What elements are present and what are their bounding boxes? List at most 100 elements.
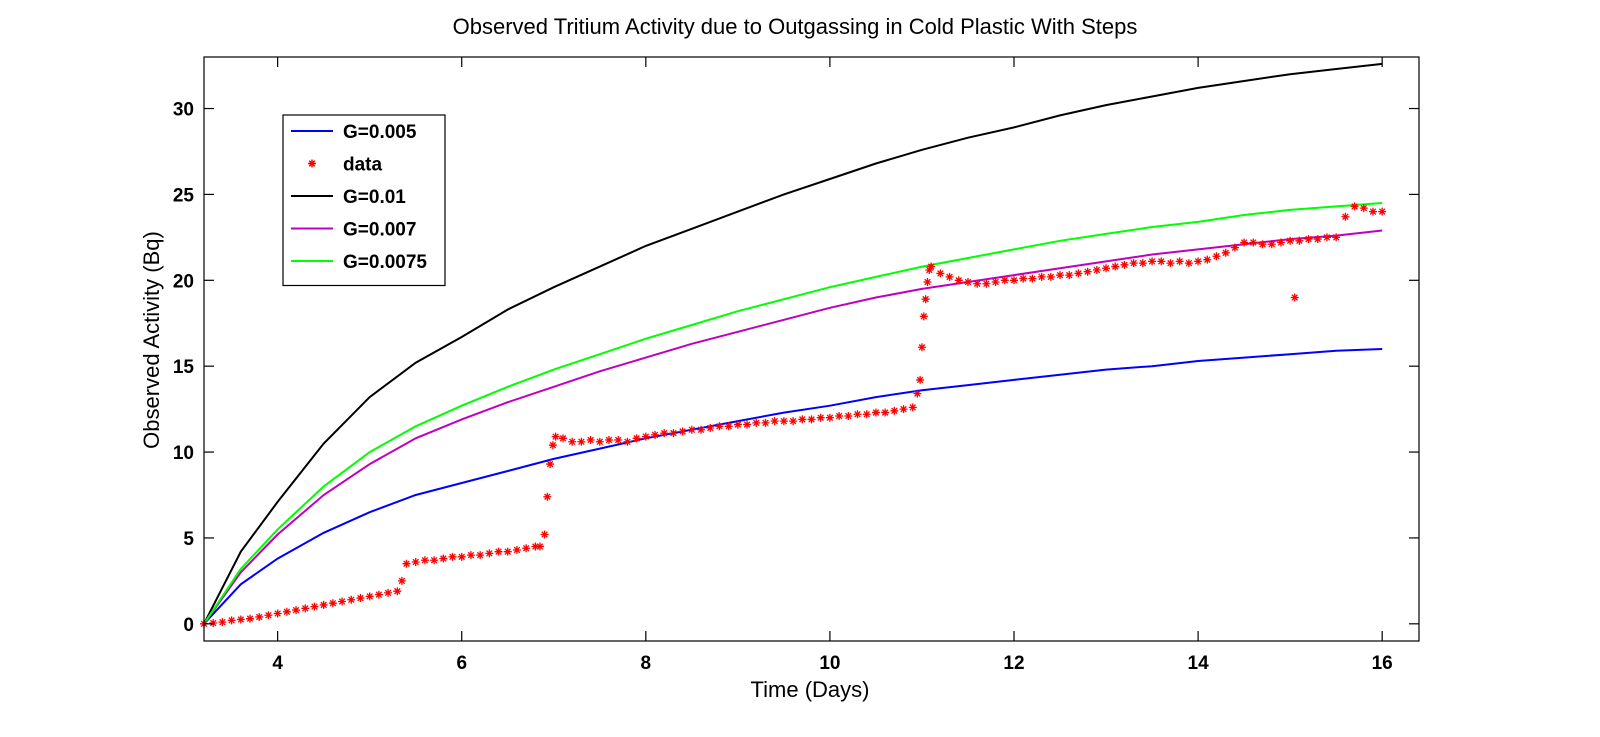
data-point (512, 545, 521, 554)
data-point (798, 415, 807, 424)
data-point (494, 547, 503, 556)
data-point (779, 417, 788, 426)
data-point (1028, 274, 1037, 283)
data-point (503, 547, 512, 556)
y-tick-label: 15 (173, 357, 195, 378)
data-point (476, 551, 485, 560)
data-point (1368, 207, 1377, 216)
series-points-data (200, 202, 1387, 628)
axes-box (203, 56, 1420, 642)
data-point (548, 441, 557, 450)
data-point (209, 618, 218, 627)
data-point (687, 425, 696, 434)
x-axis-label: Time (Days) (751, 677, 870, 702)
x-tick-label: 6 (456, 653, 467, 674)
data-point (925, 265, 934, 274)
data-point (1148, 257, 1157, 266)
data-point (890, 406, 899, 415)
data-point (936, 269, 945, 278)
data-point (236, 615, 245, 624)
data-point (1290, 293, 1299, 302)
data-point (1350, 202, 1359, 211)
data-point (1286, 236, 1295, 245)
data-point (1249, 238, 1258, 247)
x-tick-label: 8 (641, 653, 652, 674)
series-line-g-0-005 (203, 348, 1383, 625)
data-point (273, 609, 282, 618)
data-point (1304, 235, 1313, 244)
data-point (724, 422, 733, 431)
data-point (1019, 274, 1028, 283)
data-point (1240, 238, 1249, 247)
data-point (1056, 271, 1065, 280)
data-point (733, 420, 742, 429)
data-point (227, 616, 236, 625)
data-point (310, 602, 319, 611)
data-point (1138, 259, 1147, 268)
data-point (1157, 257, 1166, 266)
data-point (255, 612, 264, 621)
legend-entry-g-0-01: G=0.01 (291, 187, 406, 208)
data-point (1000, 276, 1009, 285)
data-point (1203, 255, 1212, 264)
data-point (715, 422, 724, 431)
data-point (1083, 267, 1092, 276)
legend-entry-g-0-007: G=0.007 (291, 220, 416, 241)
data-point (1322, 233, 1331, 242)
data-point (577, 437, 586, 446)
data-point (1129, 259, 1138, 268)
legend-entry-g-0-0075: G=0.0075 (291, 252, 427, 273)
data-point (543, 492, 552, 501)
data-point (752, 418, 761, 427)
data-point (365, 592, 374, 601)
data-point (835, 411, 844, 420)
data-point (218, 618, 227, 627)
data-point (1332, 233, 1341, 242)
data-point (466, 551, 475, 560)
y-tick-label: 0 (183, 615, 194, 636)
y-axis-label: Observed Activity (Bq) (139, 231, 164, 449)
legend-entry-data: data (308, 155, 383, 176)
data-point (770, 417, 779, 426)
data-point (535, 542, 544, 551)
data-point (913, 389, 922, 398)
axis-ticks: 4 6 8 10 12 14 16 0 5 10 15 20 25 30 (173, 56, 1420, 674)
data-point (916, 375, 925, 384)
data-point (982, 279, 991, 288)
data-point (264, 611, 273, 620)
data-point (1102, 264, 1111, 273)
data-point (301, 604, 310, 613)
data-point (430, 556, 439, 565)
data-point (706, 424, 715, 433)
legend-box (282, 114, 446, 287)
data-point (614, 436, 623, 445)
data-point (1074, 269, 1083, 278)
data-point (328, 599, 337, 608)
data-point (1010, 276, 1018, 285)
data-point (945, 272, 954, 281)
data-point (743, 420, 752, 429)
data-point (411, 557, 420, 566)
y-tick-label: 25 (173, 185, 195, 206)
data-point (973, 279, 982, 288)
data-point (595, 437, 604, 446)
data-point (862, 410, 871, 419)
y-tick-label: 30 (173, 100, 194, 121)
data-point (908, 403, 917, 412)
data-point (246, 614, 255, 623)
data-point (1276, 238, 1285, 247)
data-point (1194, 257, 1203, 266)
data-point (522, 544, 531, 553)
x-tick-label: 10 (819, 653, 840, 674)
data-point (807, 415, 816, 424)
data-point (485, 549, 494, 558)
data-point (623, 437, 632, 446)
data-point (402, 559, 411, 568)
data-point (374, 590, 383, 599)
data-point (586, 436, 595, 445)
data-point (1092, 265, 1101, 274)
legend-label: G=0.0075 (343, 252, 427, 273)
data-point (1184, 259, 1193, 268)
data-point (1111, 262, 1120, 271)
data-point (921, 295, 930, 304)
